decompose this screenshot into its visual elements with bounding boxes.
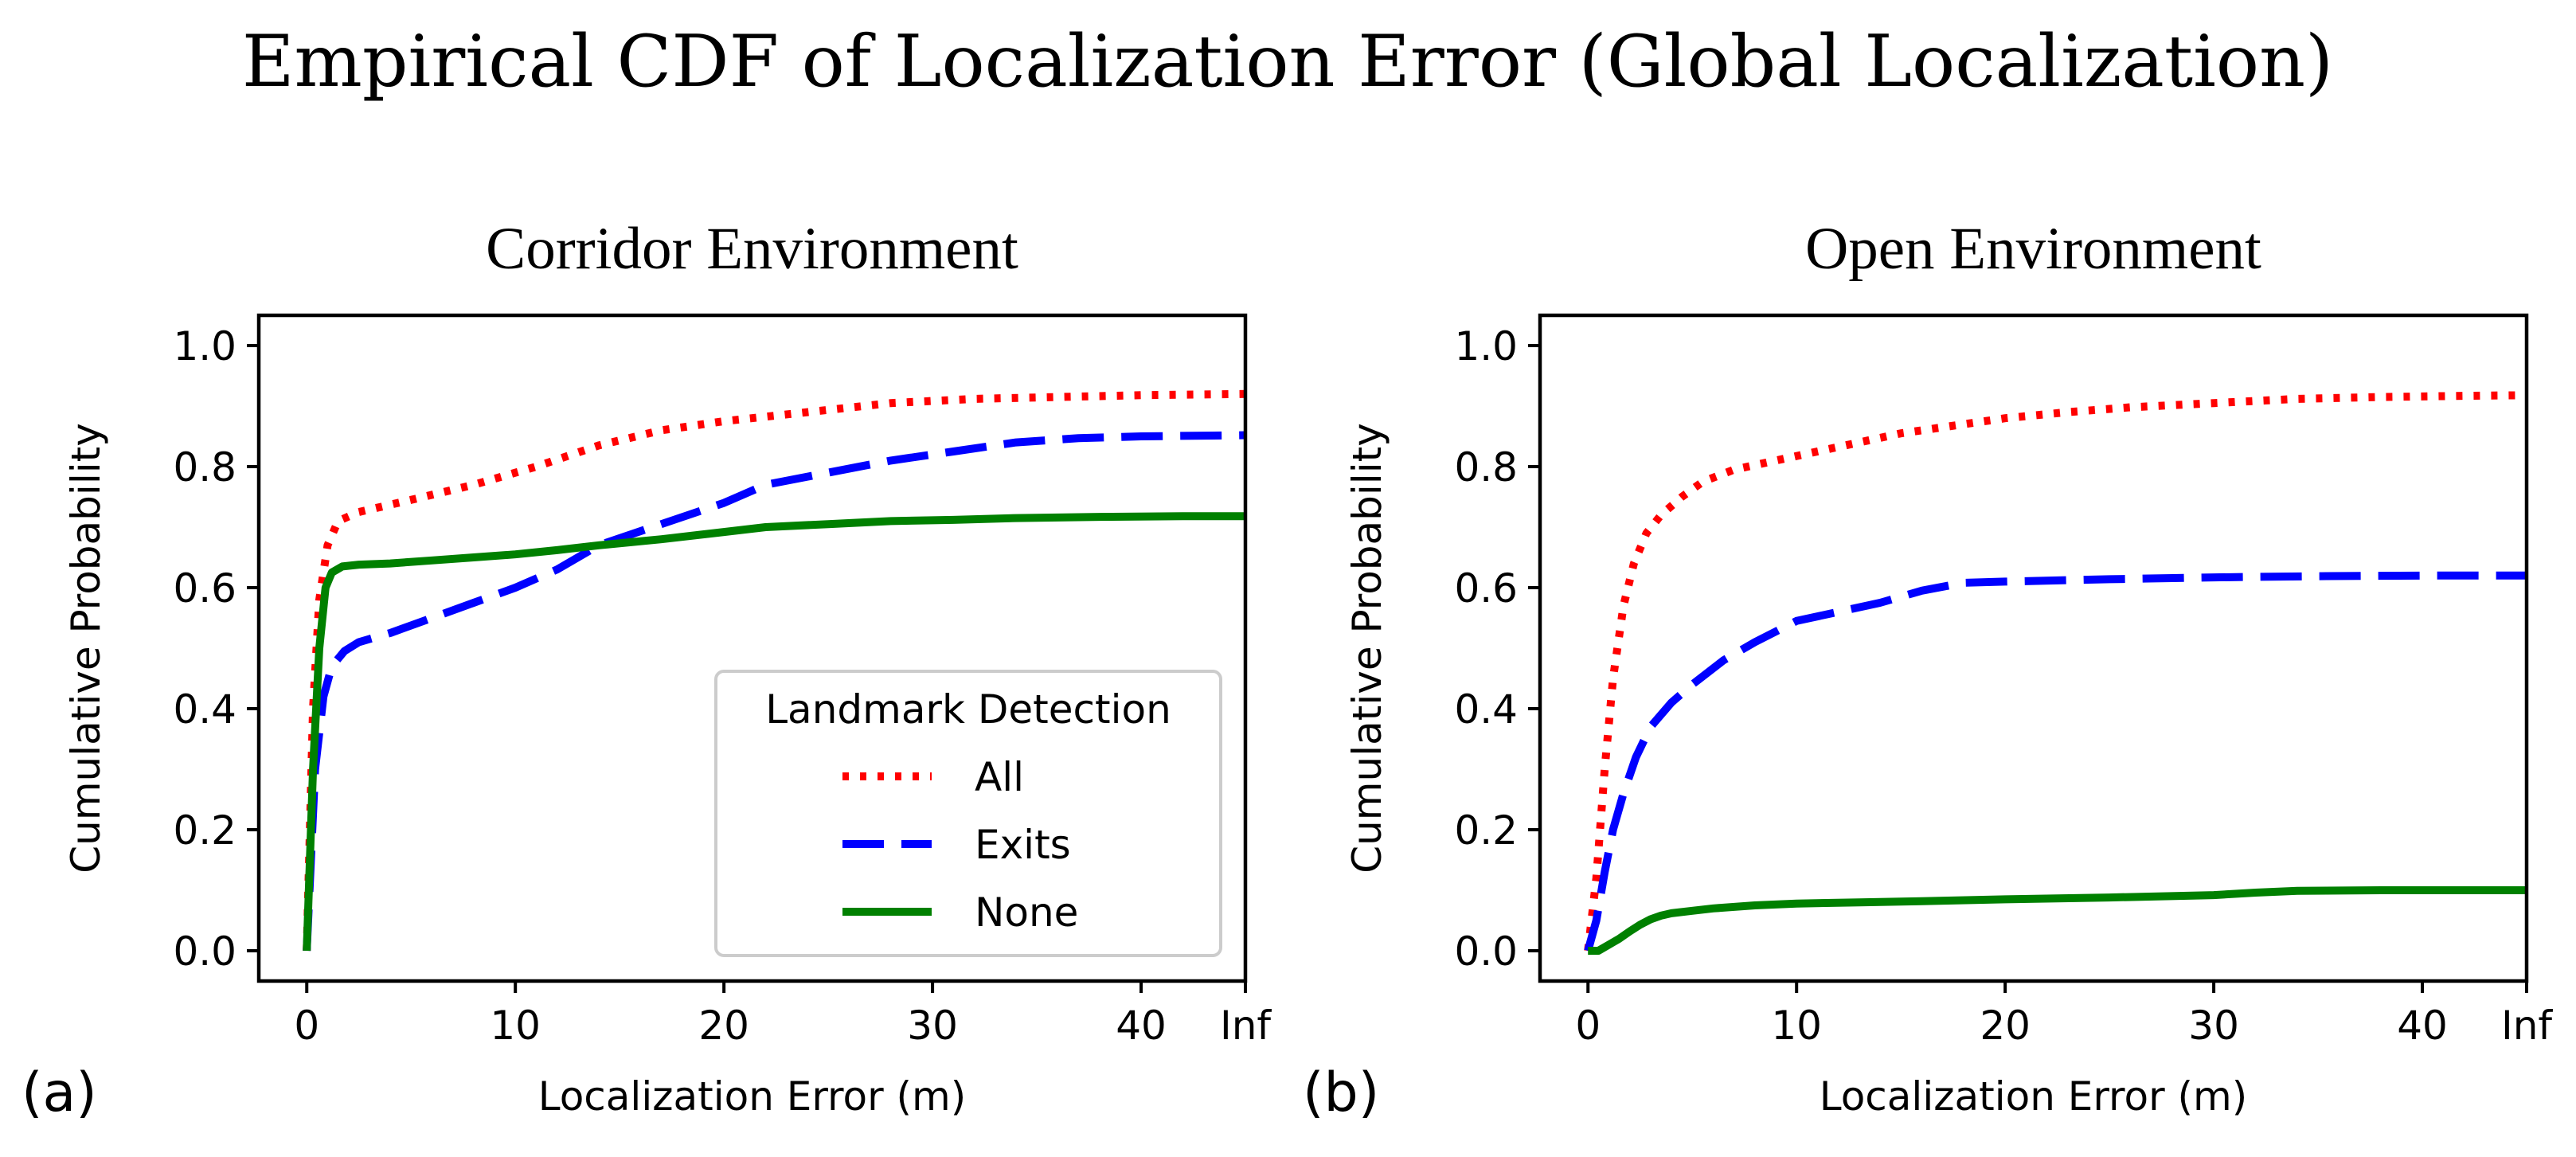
series-line-exits (1584, 571, 2527, 952)
subplot-title: Corridor Environment (486, 216, 1018, 282)
x-tick-label: 30 (2188, 1003, 2239, 1049)
axes-frame (1538, 313, 2529, 983)
y-tick-label: 0.6 (1454, 565, 1518, 612)
legend-label-exits: Exits (975, 822, 1071, 868)
y-tick-label: 0.2 (1454, 807, 1518, 854)
y-axis-label: Cumulative Probability (1344, 423, 1390, 874)
panel-a: Corridor Environment 0 10 20 30 40 Inf 0.0 0.2 0.… (21, 216, 1272, 1124)
y-tick-label: 0.6 (173, 565, 236, 612)
x-tick-label: 30 (907, 1003, 958, 1049)
x-tick-label: 40 (1116, 1003, 1167, 1049)
series-line-exits (303, 431, 1246, 952)
x-axis-label: Localization Error (m) (538, 1073, 967, 1120)
axes-frame (256, 313, 1248, 983)
x-axis-label: Localization Error (m) (1820, 1073, 2248, 1120)
legend-label-all: All (975, 754, 1024, 800)
y-tick-label: 0.4 (173, 686, 236, 733)
panels-group: Corridor Environment 0 10 20 30 40 Inf 0.0 0.2 0.… (21, 216, 2553, 1124)
legend-label-none: None (975, 889, 1078, 936)
y-tick-label: 0.8 (1454, 444, 1518, 491)
x-tick-label: 0 (1575, 1003, 1601, 1049)
y-tick-label: 1.0 (173, 323, 236, 369)
x-tick-label: 0 (294, 1003, 319, 1049)
series-line-all (303, 389, 1246, 952)
x-tick-label: Inf (1220, 1003, 1272, 1049)
x-tick-label: 20 (698, 1003, 749, 1049)
x-tick-label: Inf (2501, 1003, 2553, 1049)
y-tick-label: 0.0 (173, 928, 236, 975)
legend-box (714, 670, 1222, 957)
subplot-title: Open Environment (1805, 216, 2261, 282)
y-tick-label: 1.0 (1454, 323, 1518, 369)
y-tick-label: 0.0 (1454, 928, 1518, 975)
series-line-none (303, 512, 1245, 952)
y-tick-label: 0.4 (1454, 686, 1518, 733)
y-tick-label: 0.8 (173, 444, 236, 491)
x-tick-label: 40 (2397, 1003, 2448, 1049)
series-line-all (1584, 391, 2527, 952)
series-line-none (1588, 886, 2527, 955)
panel-letter: (a) (21, 1061, 97, 1124)
panel-letter: (b) (1303, 1061, 1379, 1124)
figure-title: Empirical CDF of Localization Error (Glo… (242, 20, 2333, 104)
legend: Landmark Detection All Exits None (714, 670, 1222, 957)
panel-b: Open Environment 0 10 20 30 40 Inf 0.0 0.2 0.4 0.6… (1303, 216, 2553, 1124)
y-tick-label: 0.2 (173, 807, 236, 854)
x-tick-label: 10 (1771, 1003, 1822, 1049)
x-tick-label: 20 (1980, 1003, 2031, 1049)
x-tick-label: 10 (490, 1003, 541, 1049)
y-axis-label: Cumulative Probability (63, 423, 109, 874)
legend-title: Landmark Detection (765, 686, 1171, 733)
